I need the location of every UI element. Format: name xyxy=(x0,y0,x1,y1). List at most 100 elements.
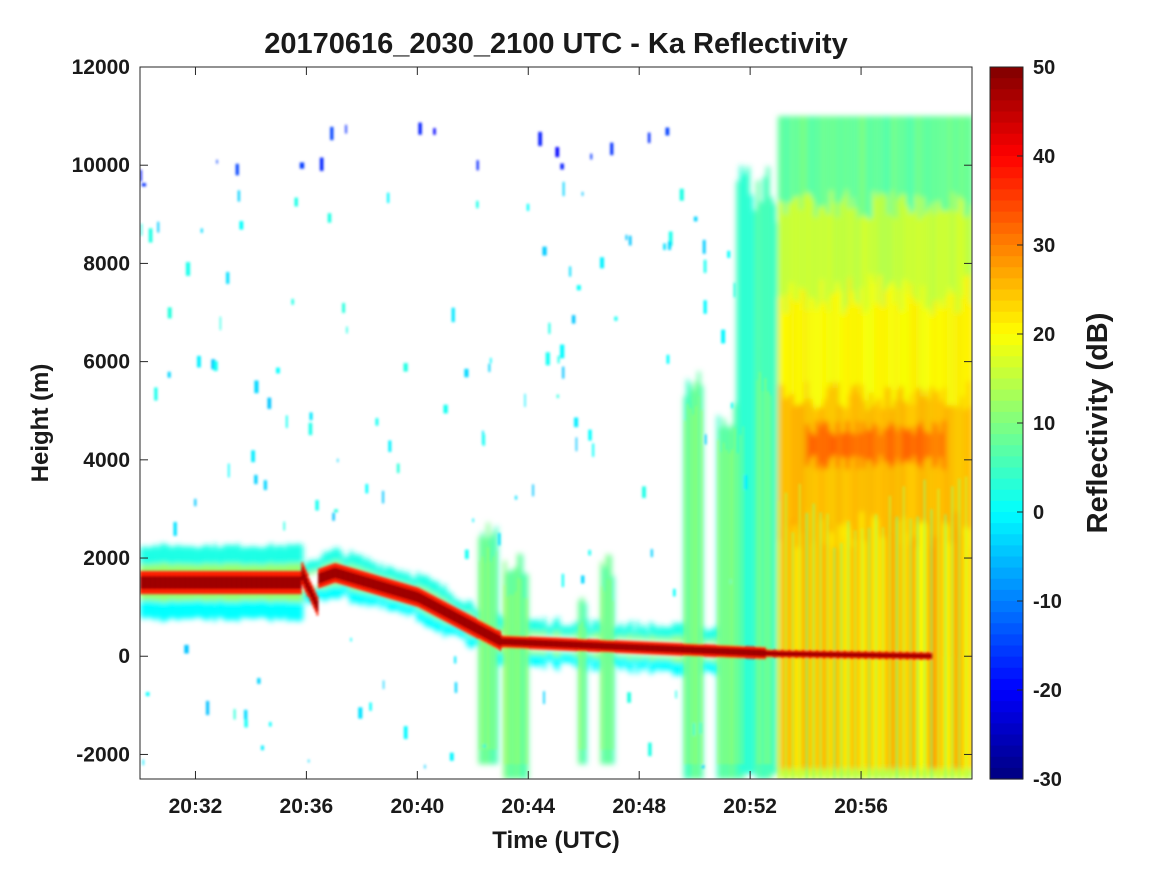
heat-cell xyxy=(369,577,372,589)
heat-cell xyxy=(266,589,271,602)
heat-cell xyxy=(890,514,895,770)
heat-cell xyxy=(429,615,434,628)
heat-cell xyxy=(198,576,201,589)
heat-cell xyxy=(899,386,904,657)
heat-cell xyxy=(386,582,389,594)
heat-cell xyxy=(639,628,643,638)
heat-cell xyxy=(539,653,543,664)
colorbar-step xyxy=(990,356,1023,368)
heat-cell xyxy=(193,576,196,589)
heat-cell xyxy=(285,415,288,428)
heat-cell xyxy=(862,421,866,469)
heat-cell xyxy=(269,602,274,622)
heat-cell xyxy=(529,650,533,655)
heat-cell xyxy=(489,357,492,364)
heat-cell xyxy=(254,576,257,589)
heat-cell xyxy=(928,433,933,458)
heat-cell xyxy=(422,594,425,606)
heat-cell xyxy=(915,426,920,465)
heat-cell xyxy=(902,427,906,463)
heat-cell xyxy=(913,653,916,659)
heat-cell xyxy=(196,599,201,617)
heat-cell xyxy=(944,514,947,779)
heat-cell xyxy=(669,656,673,660)
heat-cell xyxy=(183,600,187,620)
heat-cell xyxy=(213,543,217,564)
heat-cell xyxy=(668,241,672,250)
heat-cell xyxy=(233,545,237,564)
heat-cell xyxy=(143,600,147,619)
heat-cell xyxy=(239,221,244,230)
heat-cell xyxy=(156,600,161,618)
heat-cell xyxy=(311,589,314,601)
heat-cell xyxy=(366,557,370,570)
heat-cell xyxy=(149,600,154,619)
colorbar-tick-label: 0 xyxy=(1033,502,1044,524)
heat-cell xyxy=(263,480,267,490)
heat-cell xyxy=(309,586,312,598)
heat-cell xyxy=(313,593,315,605)
heat-cell xyxy=(536,639,538,647)
heat-cell xyxy=(712,658,717,663)
heat-cell xyxy=(216,599,221,618)
heat-cell xyxy=(199,564,204,576)
heat-cell xyxy=(153,601,157,621)
heat-cell xyxy=(323,551,327,565)
heat-cell xyxy=(342,303,346,313)
heat-cell xyxy=(316,588,320,598)
colorbar-step xyxy=(990,478,1023,491)
heat-cell xyxy=(759,202,764,775)
heat-cell xyxy=(414,591,417,602)
heat-cell xyxy=(796,547,800,770)
heat-cell xyxy=(346,326,348,334)
heat-cell xyxy=(263,565,267,576)
colorbar-step xyxy=(990,89,1023,101)
heat-cell xyxy=(665,656,670,660)
heat-cell xyxy=(306,593,311,604)
heat-cell xyxy=(482,626,485,638)
heat-cell xyxy=(329,550,334,563)
heat-cell xyxy=(223,563,227,576)
heat-cell xyxy=(844,521,849,770)
heat-cell xyxy=(514,638,517,646)
y-tick-label: 8000 xyxy=(83,252,130,275)
heat-cell xyxy=(206,563,211,576)
heat-cell xyxy=(159,576,162,589)
heat-cell xyxy=(655,628,660,639)
heat-cell xyxy=(176,563,181,576)
heat-cell xyxy=(382,680,385,689)
heat-cell xyxy=(777,500,781,779)
heat-cell xyxy=(589,642,592,649)
heat-cell xyxy=(675,661,680,675)
heat-cell xyxy=(867,652,870,658)
heat-cell xyxy=(878,653,881,658)
heat-cell xyxy=(666,354,670,364)
heat-cell xyxy=(166,589,171,602)
heat-cell xyxy=(717,439,719,765)
heat-cell xyxy=(462,630,467,639)
heat-cell xyxy=(557,355,560,364)
heat-cell xyxy=(416,572,420,585)
heat-cell xyxy=(173,600,177,620)
heat-cell xyxy=(581,191,584,196)
heat-cell xyxy=(146,589,151,600)
heat-cell xyxy=(547,640,550,648)
heat-cell xyxy=(770,395,772,765)
heat-cell xyxy=(289,589,294,602)
heat-cell xyxy=(590,642,593,649)
heat-cell xyxy=(660,645,663,653)
heat-cell xyxy=(504,638,507,646)
heat-cell xyxy=(149,576,152,589)
heat-cell xyxy=(349,584,354,591)
heat-cell xyxy=(552,651,557,656)
heat-cell xyxy=(259,589,264,600)
heat-cell xyxy=(754,649,756,657)
heat-cell xyxy=(366,594,370,607)
heat-cell xyxy=(539,632,543,636)
heat-cell xyxy=(787,395,791,657)
heat-cell xyxy=(213,361,218,371)
heat-cell xyxy=(545,352,550,366)
heat-cell xyxy=(239,589,244,600)
heat-cell xyxy=(452,624,457,634)
heat-cell xyxy=(592,620,597,633)
